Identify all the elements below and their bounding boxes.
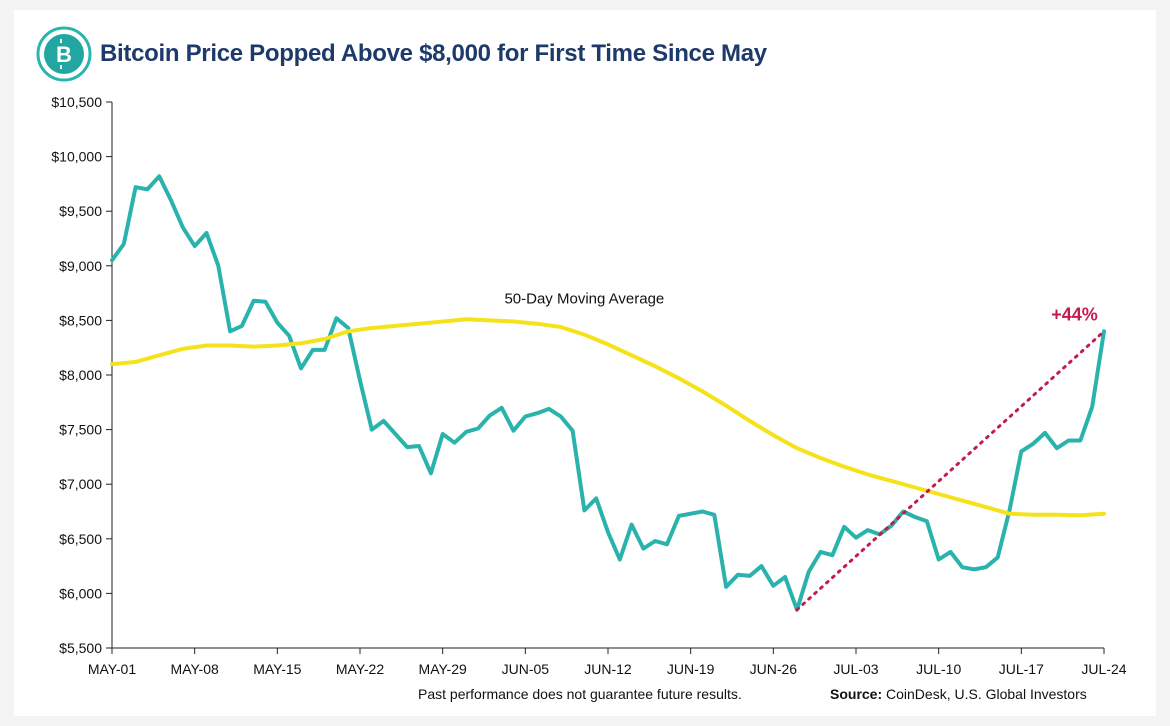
x-tick-label: MAY-29 xyxy=(419,661,467,677)
gain-label: +44% xyxy=(1051,304,1098,324)
source-value: CoinDesk, U.S. Global Investors xyxy=(882,686,1087,702)
y-tick-label: $7,000 xyxy=(59,476,102,492)
gain-trend-line xyxy=(795,329,1106,612)
moving-average-label: 50-Day Moving Average xyxy=(504,290,664,307)
bitcoin-icon: B xyxy=(36,26,92,82)
source-label: Source: xyxy=(830,686,883,702)
x-tick-label: JUL-24 xyxy=(1081,661,1126,677)
x-tick-label: JUL-03 xyxy=(833,661,878,677)
y-tick-label: $7,500 xyxy=(59,422,102,438)
x-tick-label: JUN-12 xyxy=(584,661,632,677)
y-tick-label: $8,000 xyxy=(59,367,102,383)
logo-glyph: B xyxy=(56,42,72,67)
x-tick-label: MAY-15 xyxy=(253,661,301,677)
y-tick-label: $5,500 xyxy=(59,640,102,656)
logo-disc xyxy=(44,34,84,74)
chart-card xyxy=(14,10,1156,716)
x-tick-label: MAY-08 xyxy=(171,661,219,677)
x-tick-label: JUN-05 xyxy=(502,661,550,677)
y-tick-label: $9,000 xyxy=(59,258,102,274)
x-tick-label: JUL-10 xyxy=(916,661,961,677)
x-tick-label: JUN-26 xyxy=(750,661,798,677)
x-tick-label: JUL-17 xyxy=(999,661,1044,677)
source-text: Source: CoinDesk, U.S. Global Investors xyxy=(830,686,1087,702)
y-tick-label: $6,500 xyxy=(59,531,102,547)
y-tick-label: $8,500 xyxy=(59,312,102,328)
disclaimer-text: Past performance does not guarantee futu… xyxy=(418,686,742,702)
y-tick-label: $10,000 xyxy=(51,149,102,165)
x-tick-label: MAY-01 xyxy=(88,661,136,677)
y-tick-label: $9,500 xyxy=(59,203,102,219)
x-tick-label: JUN-19 xyxy=(667,661,715,677)
page-title: Bitcoin Price Popped Above $8,000 for Fi… xyxy=(100,40,767,67)
x-tick-label: MAY-22 xyxy=(336,661,384,677)
y-tick-label: $6,000 xyxy=(59,585,102,601)
price-line xyxy=(110,174,1106,612)
moving-average-line xyxy=(110,317,1106,518)
y-tick-label: $10,500 xyxy=(51,94,102,110)
